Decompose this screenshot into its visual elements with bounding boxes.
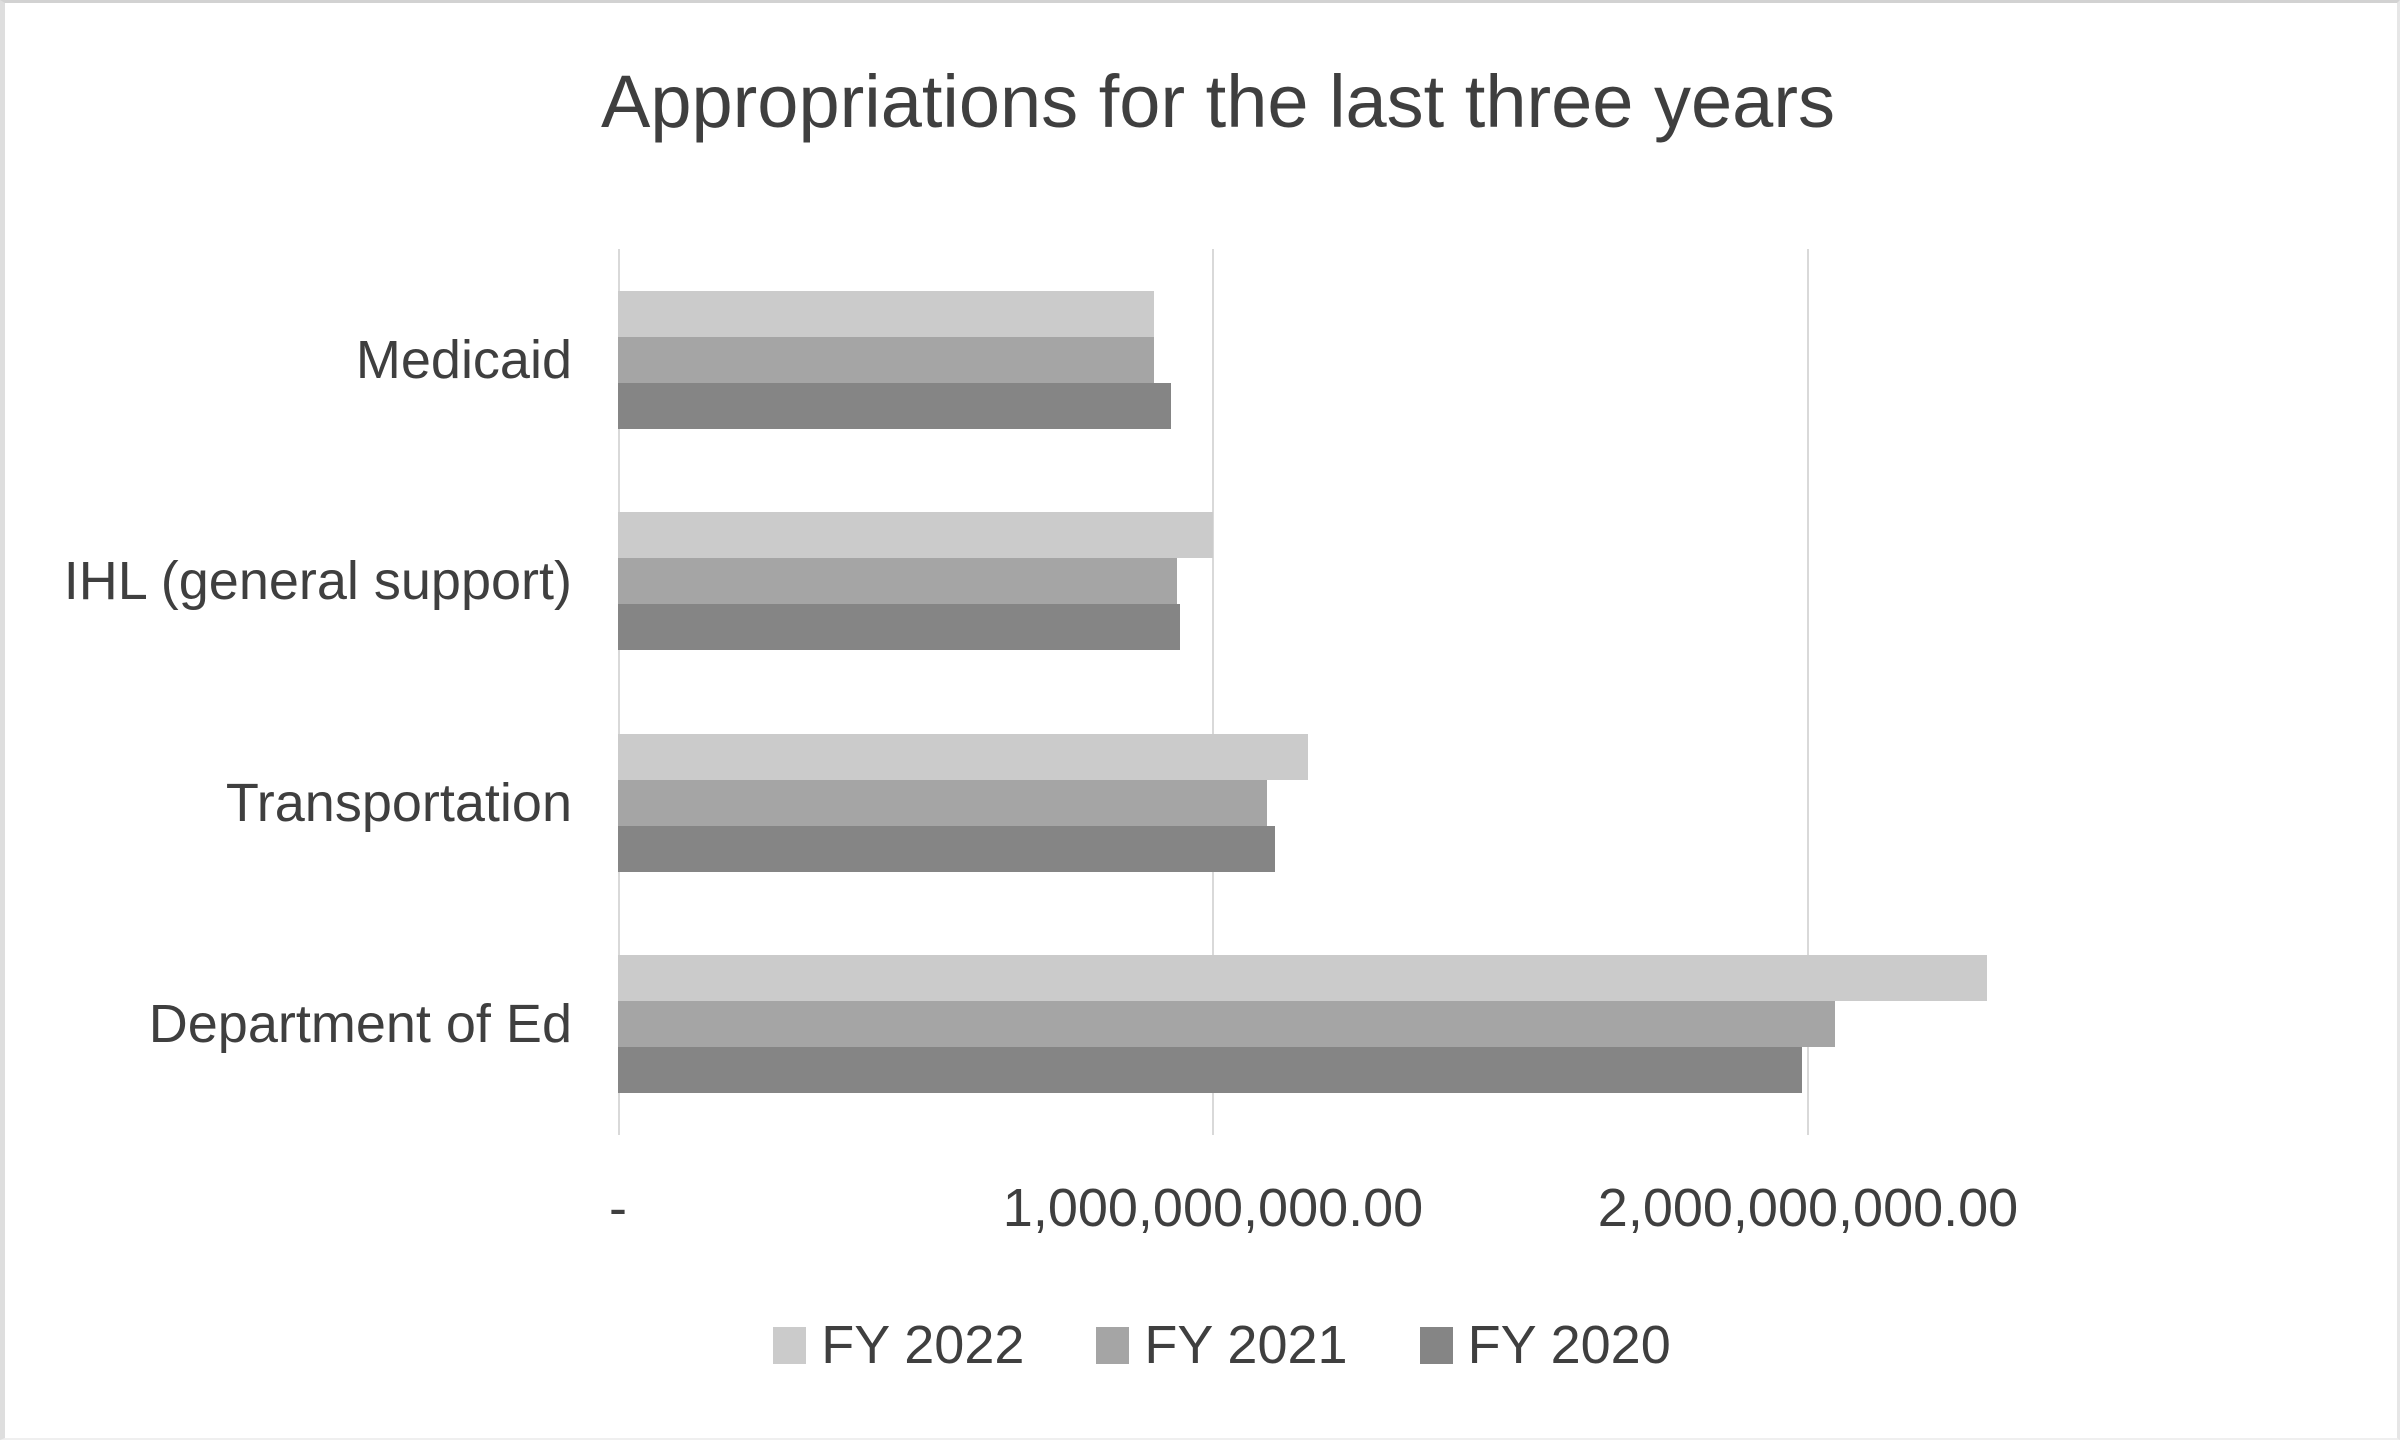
legend: FY 2022 FY 2021 FY 2020 — [5, 1315, 2397, 1375]
bar-fy-2021-department-of-ed — [618, 1001, 1835, 1048]
bar-fy-2022-transportation — [618, 733, 1309, 780]
gridline-1000000000 — [1212, 249, 1214, 1135]
legend-swatch-icon — [773, 1326, 807, 1364]
legend-item-fy-2020: FY 2020 — [1419, 1315, 1671, 1375]
bar-fy-2021-ihl-general-support — [618, 558, 1178, 605]
category-label-ihl-general-support: IHL (general support) — [63, 551, 572, 612]
category-axis: Medicaid IHL (general support) Transportat… — [5, 249, 572, 1135]
bar-fy-2022-medicaid — [618, 290, 1154, 337]
category-label-medicaid: Medicaid — [355, 329, 572, 390]
category-label-department-of-ed: Department of Ed — [148, 994, 572, 1055]
legend-label: FY 2021 — [1144, 1315, 1348, 1375]
legend-item-fy-2022: FY 2022 — [773, 1315, 1025, 1375]
value-axis-line — [618, 249, 620, 1135]
category-label-transportation: Transportation — [225, 772, 572, 833]
legend-label: FY 2020 — [1467, 1315, 1671, 1375]
chart-title: Appropriations for the last three years — [601, 60, 1835, 143]
bar-fy-2020-ihl-general-support — [618, 604, 1181, 651]
bar-fy-2022-department-of-ed — [618, 955, 1987, 1002]
bar-fy-2022-ihl-general-support — [618, 512, 1213, 559]
value-axis-tick-labels: - 1,000,000,000.00 2,000,000,000.00 — [609, 1178, 2145, 1241]
legend-swatch-icon — [1096, 1326, 1130, 1364]
bar-fy-2020-transportation — [618, 825, 1276, 872]
legend-swatch-icon — [1419, 1326, 1453, 1364]
x-tick-label-1000000000: 1,000,000,000.00 — [1002, 1178, 1424, 1238]
legend-item-fy-2021: FY 2021 — [1096, 1315, 1348, 1375]
legend-label: FY 2022 — [821, 1315, 1025, 1375]
x-tick-label-2000000000: 2,000,000,000.00 — [1597, 1178, 2019, 1238]
x-tick-label-0: - — [609, 1178, 627, 1238]
gridline-2000000000 — [1807, 249, 1809, 1135]
bar-fy-2021-medicaid — [618, 336, 1154, 383]
bar-fy-2020-medicaid — [618, 382, 1172, 429]
bar-fy-2020-department-of-ed — [618, 1047, 1803, 1094]
bar-fy-2021-transportation — [618, 779, 1267, 826]
plot-area — [618, 249, 2145, 1135]
